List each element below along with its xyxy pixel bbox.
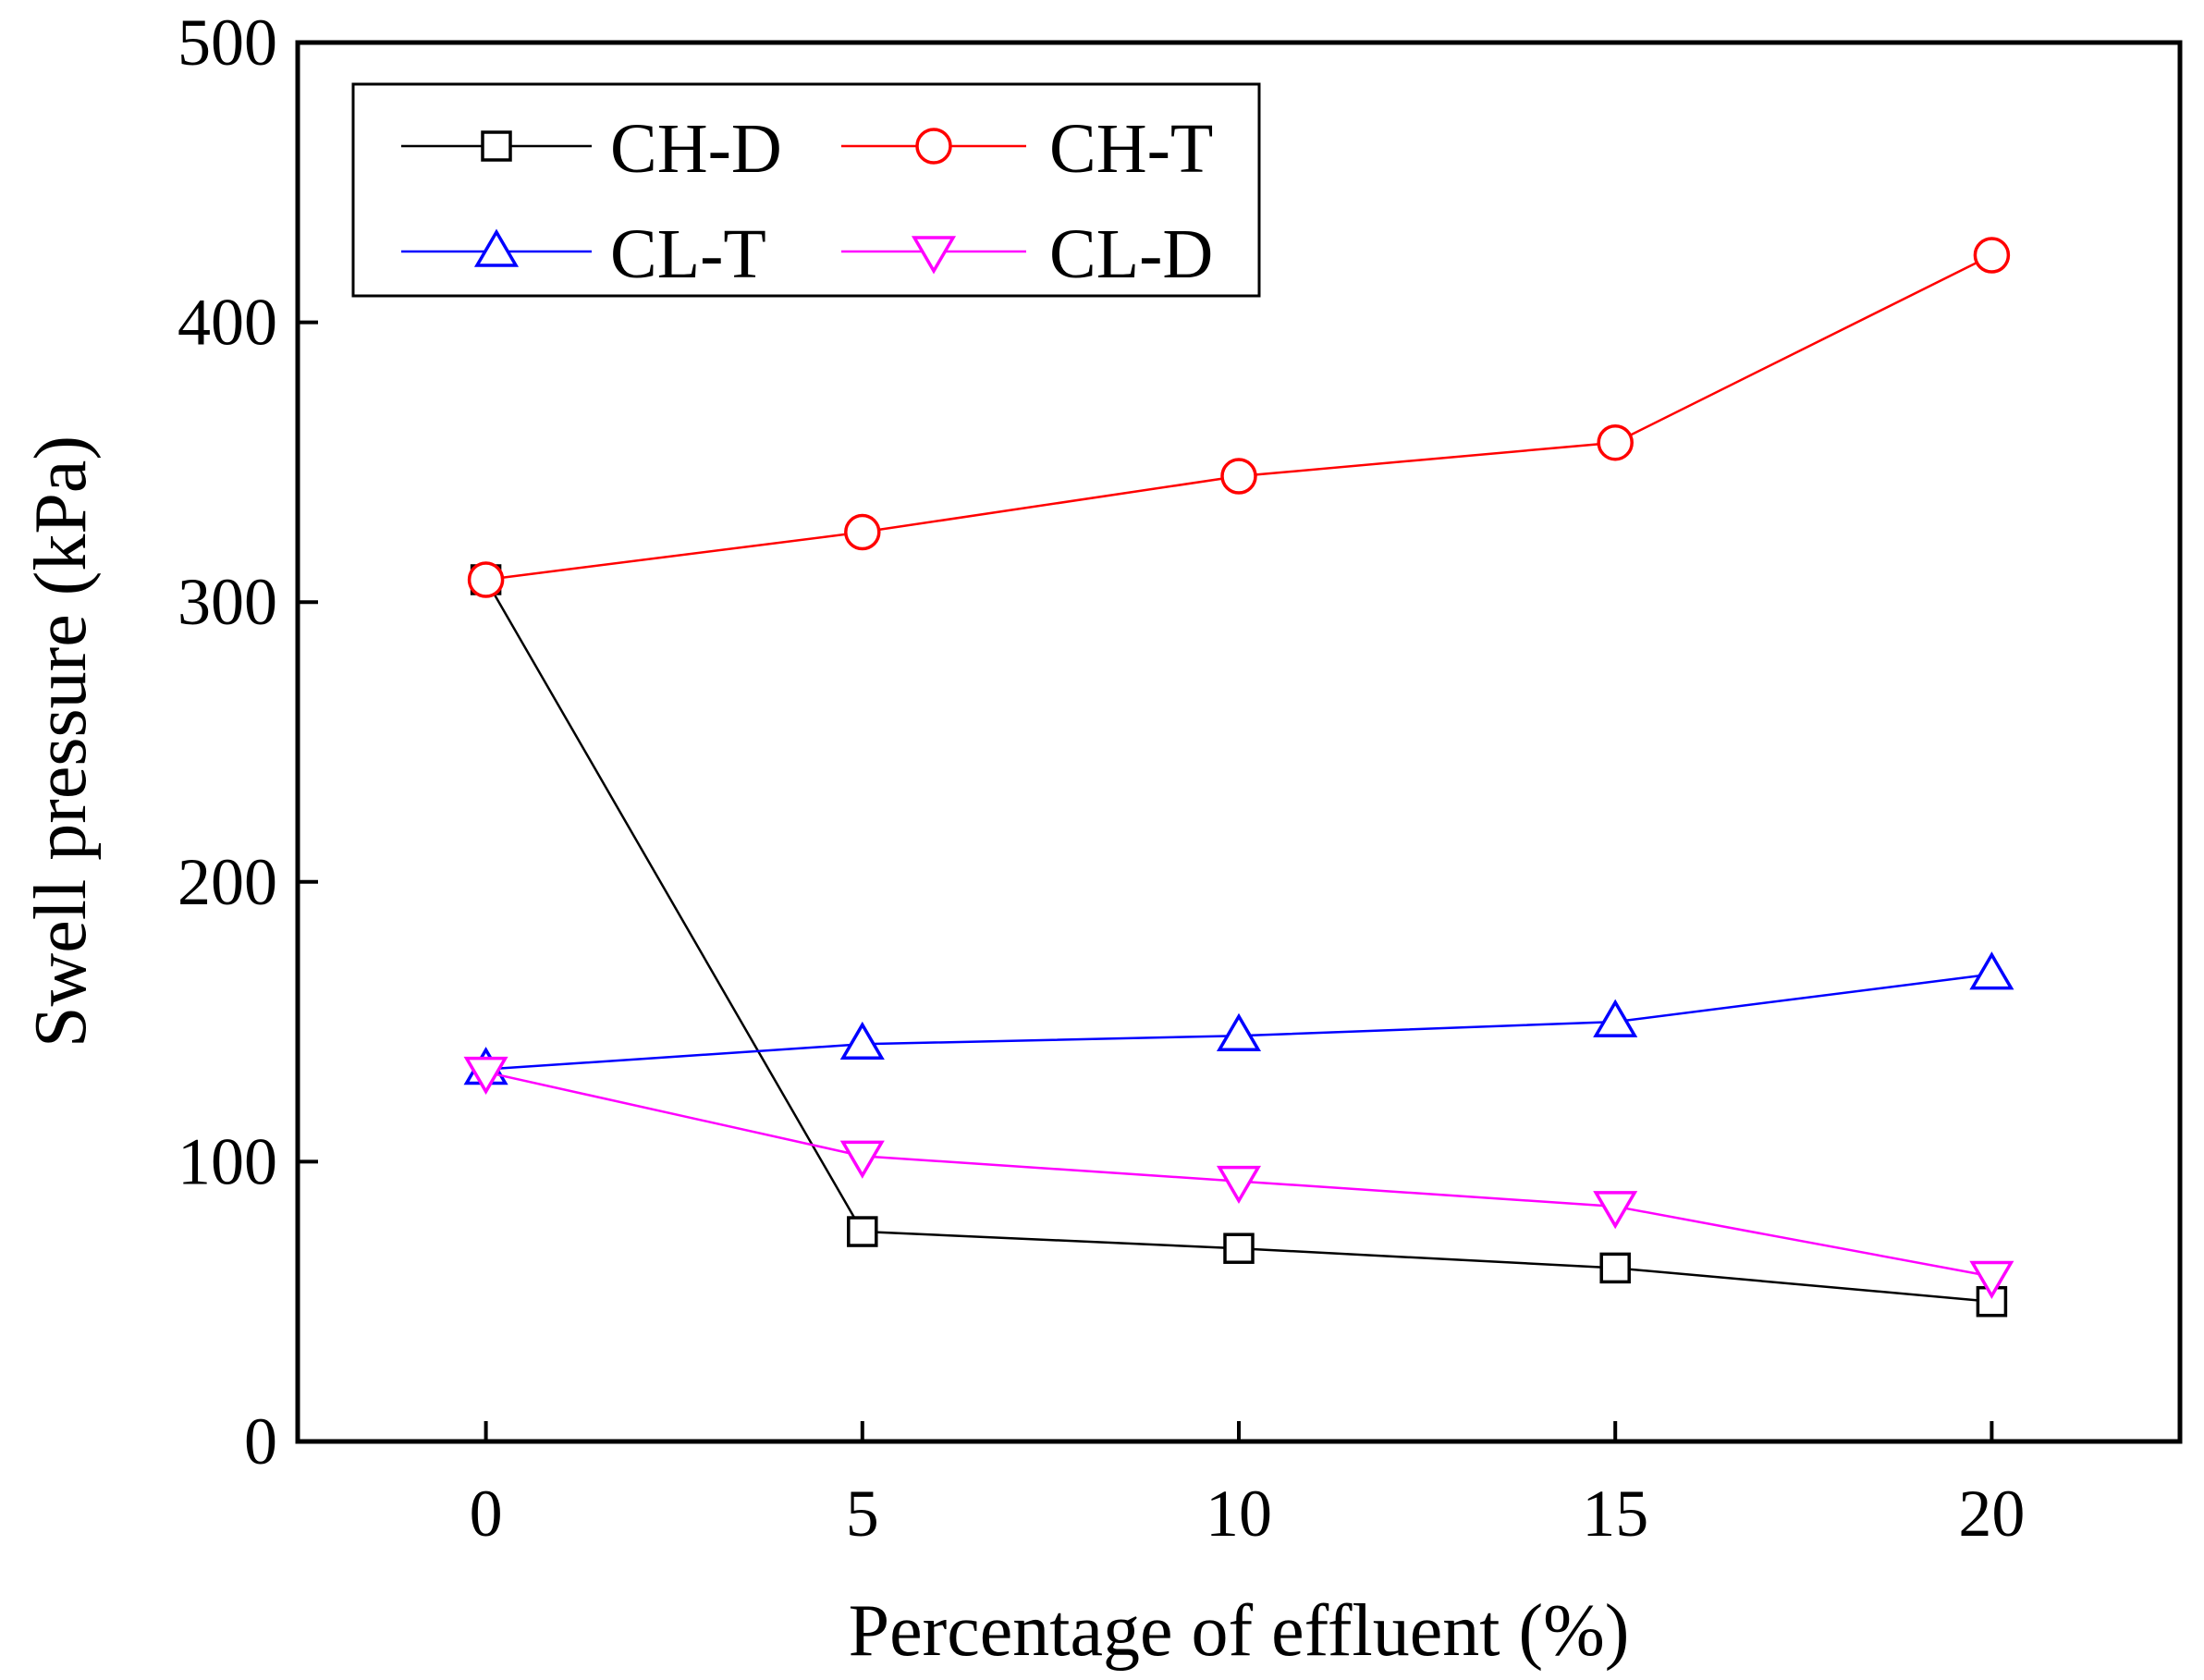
x-tick-label: 5 [846,1477,879,1551]
legend: CH-D CH-T CL-T CL-D [351,82,1261,298]
series-line-ch-t [485,253,1992,582]
y-tick-label: 300 [178,565,277,639]
y-tick-label: 400 [178,286,277,360]
data-point-ch-t [844,513,881,551]
y-tick-label: 0 [244,1404,277,1478]
data-series [463,237,2014,1318]
data-point-ch-t [467,561,505,598]
x-tick-label: 15 [1582,1477,1648,1551]
legend-marker-cl-t [473,228,520,267]
series-cl-t [463,951,2014,1085]
legend-item-cl-t: CL-T [401,215,766,293]
data-point-ch-d [1599,1252,1631,1284]
data-point-cl-d [839,1140,885,1179]
y-tick-label: 100 [178,1124,277,1198]
data-point-ch-d [1223,1232,1255,1264]
y-axis-title: Swell pressure (kPa) [20,435,102,1048]
legend-label-ch-d: CH-D [610,110,782,188]
legend-label-cl-t: CL-T [610,215,766,293]
data-point-cl-d [463,1056,508,1096]
data-point-ch-t [1220,458,1257,495]
series-cl-d [463,1056,2014,1299]
data-point-cl-t [1216,1012,1262,1051]
legend-item-cl-d: CL-D [841,215,1213,293]
data-point-ch-t [1597,423,1634,461]
legend-label-cl-d: CL-D [1049,215,1213,293]
legend-item-ch-d: CH-D [401,110,782,188]
x-tick-label: 20 [1958,1477,2025,1551]
data-point-ch-d [847,1216,878,1247]
legend-marker-cl-d [911,236,957,275]
legend-marker-ch-t [915,128,952,165]
data-point-cl-t [1969,951,2014,990]
x-tick-label: 0 [470,1477,503,1551]
legend-label-ch-t: CH-T [1049,110,1213,188]
data-point-ch-t [1973,237,2011,274]
data-point-cl-t [1593,999,1638,1037]
series-ch-t [467,237,2011,598]
data-point-cl-d [1216,1165,1262,1205]
data-point-cl-t [839,1021,885,1061]
y-tick-label: 500 [178,6,277,80]
x-axis-title: Percentage of effluent (%) [849,1590,1630,1672]
x-tick-label: 10 [1206,1477,1272,1551]
legend-marker-ch-d [481,130,512,162]
data-point-cl-d [1969,1260,2014,1299]
data-point-cl-d [1593,1191,1638,1230]
y-tick-label: 200 [178,845,277,919]
legend-item-ch-t: CH-T [841,110,1213,188]
